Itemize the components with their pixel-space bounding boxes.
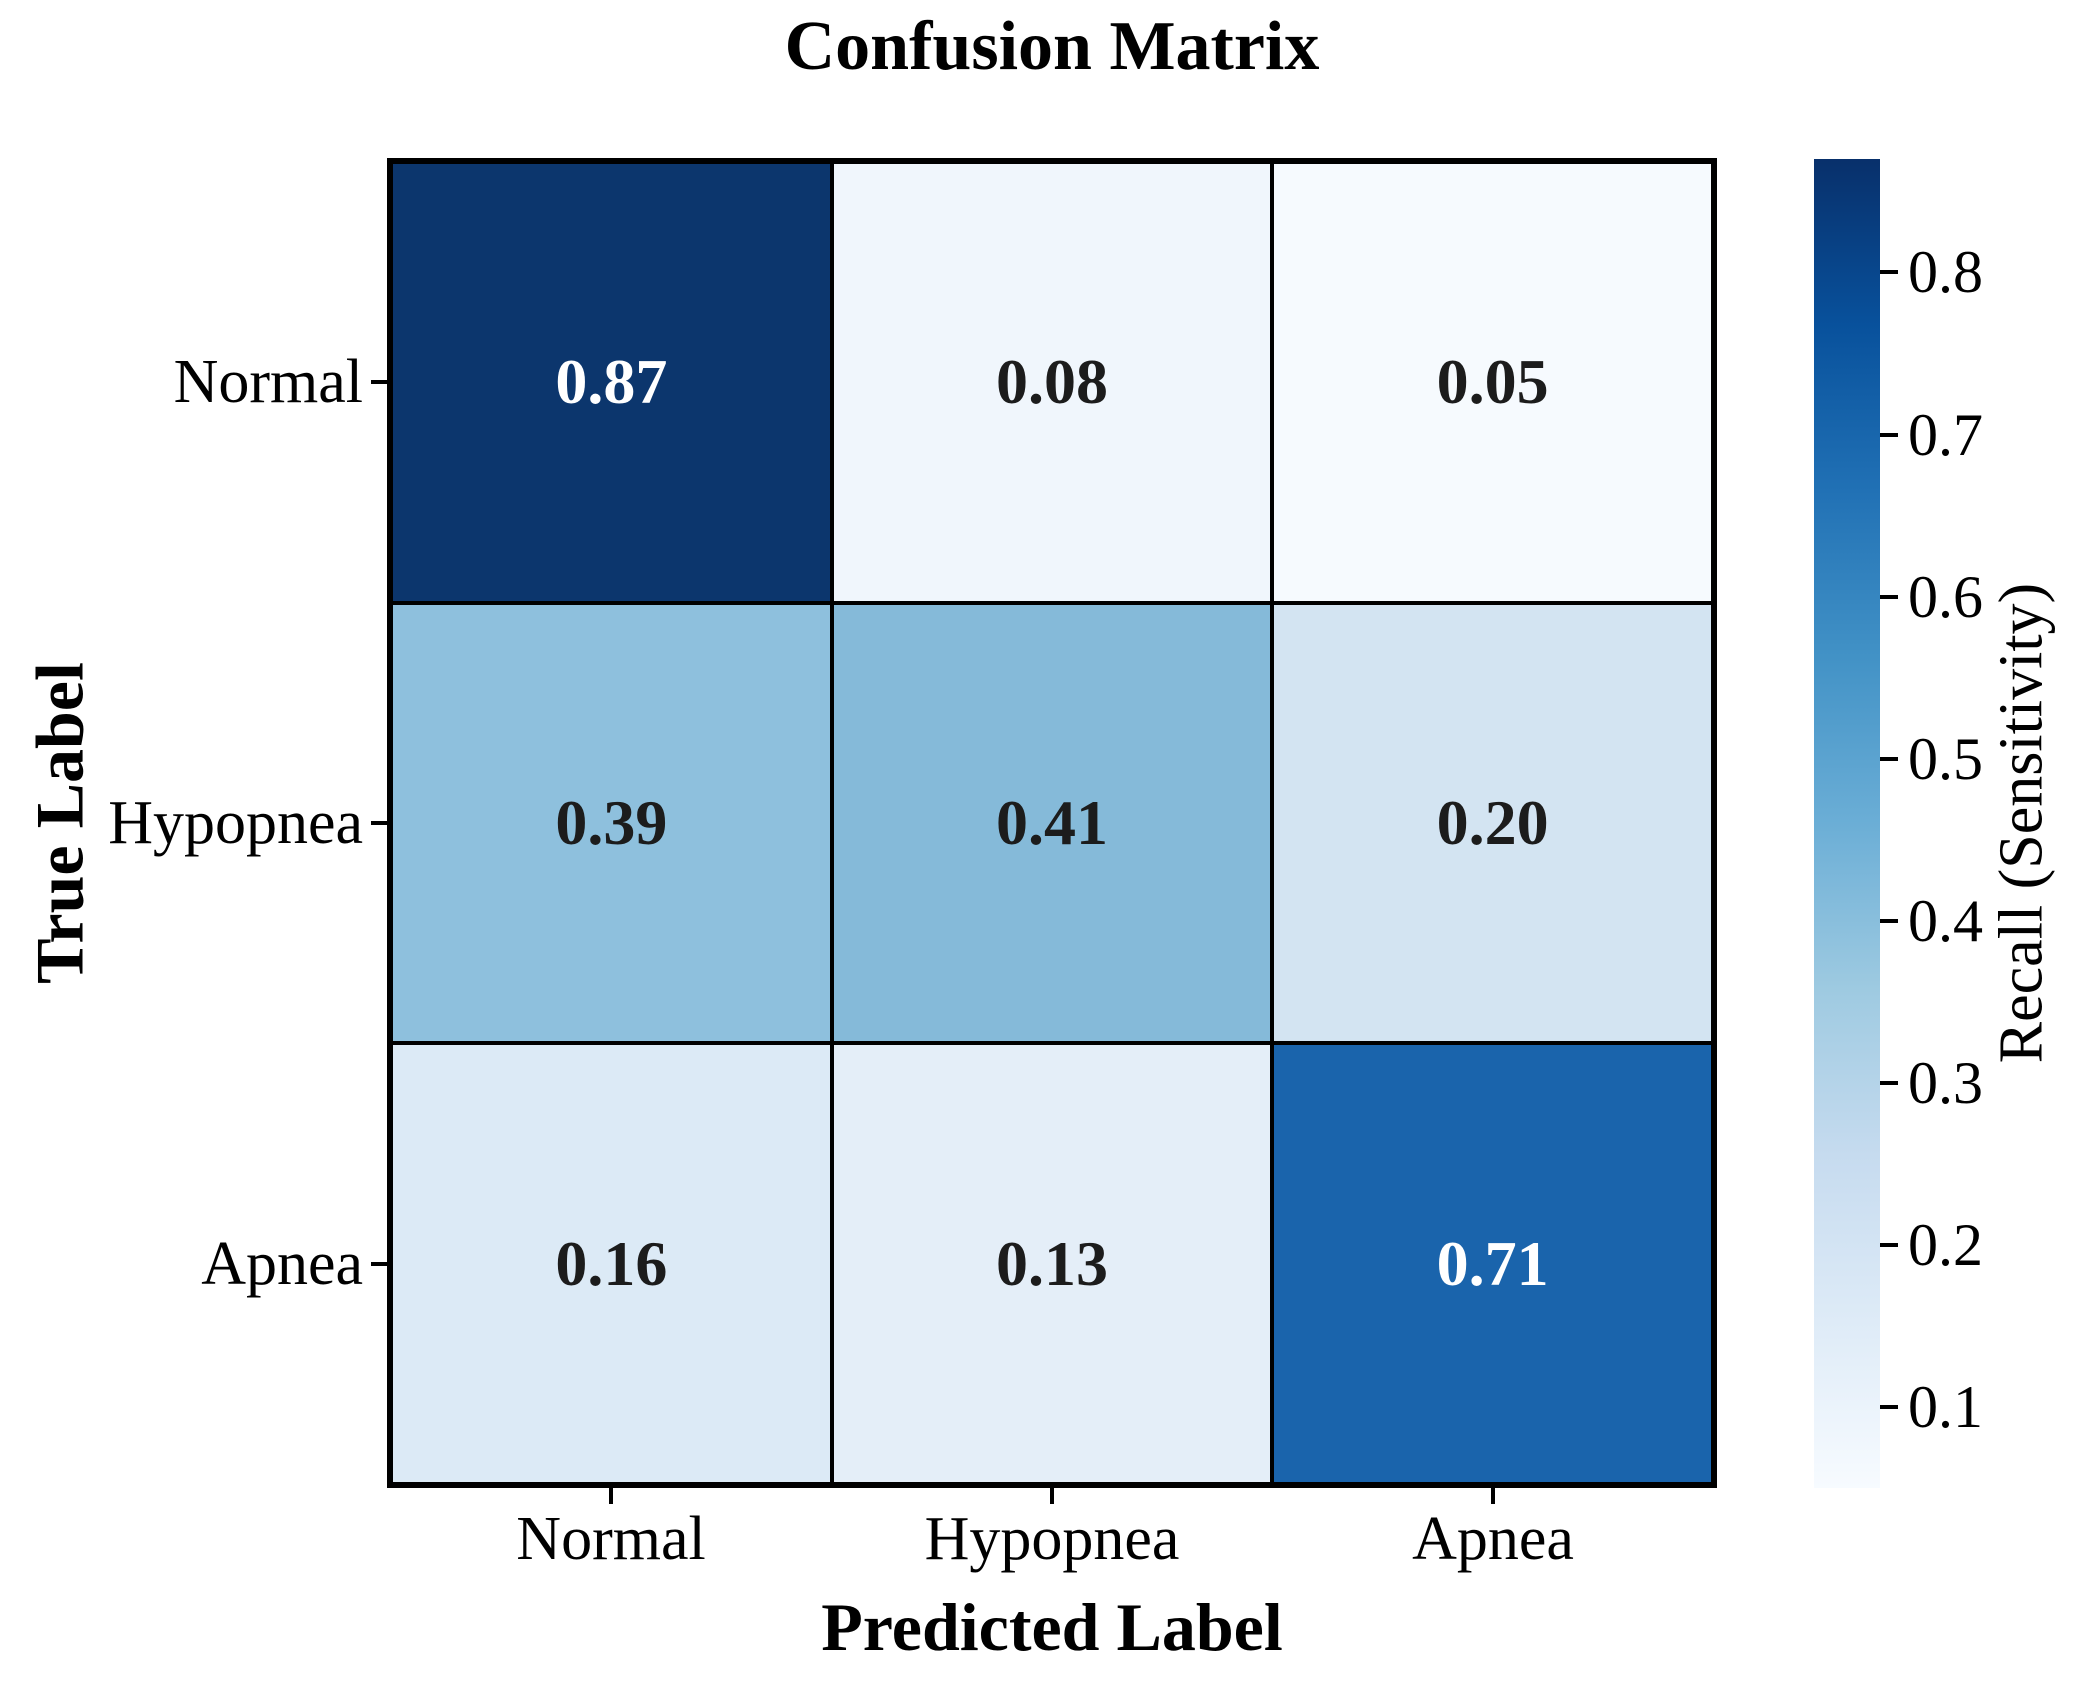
- matrix-cell: 0.41: [833, 604, 1271, 1042]
- y-tick-mark: [371, 821, 387, 825]
- y-tick-label: Hypopnea: [108, 789, 363, 857]
- matrix-cell: 0.13: [833, 1045, 1271, 1482]
- colorbar-tick-label: 0.3: [1908, 1049, 1983, 1116]
- matrix-cell: 0.39: [393, 604, 830, 1042]
- colorbar-tick-mark: [1880, 918, 1898, 923]
- colorbar-tick-mark: [1880, 756, 1898, 761]
- matrix-cell-value: 0.08: [995, 346, 1108, 418]
- colorbar-tick-mark: [1880, 270, 1898, 275]
- colorbar-tick-mark: [1880, 1080, 1898, 1085]
- x-tick-label: Normal: [516, 1505, 706, 1573]
- matrix-cell: 0.71: [1274, 1045, 1711, 1482]
- colorbar-gradient: [1814, 159, 1880, 1488]
- matrix-cell-value: 0.16: [555, 1227, 668, 1299]
- colorbar-tick-mark: [1880, 1242, 1898, 1247]
- colorbar-tick-label: 0.8: [1908, 239, 1983, 306]
- x-axis-title: Predicted Label: [821, 1589, 1283, 1665]
- matrix-cell: 0.20: [1274, 604, 1711, 1042]
- colorbar-tick-mark: [1880, 594, 1898, 599]
- colorbar-tick-label: 0.4: [1908, 887, 1983, 954]
- y-tick-mark: [371, 1262, 387, 1266]
- x-tick-mark: [1050, 1488, 1054, 1504]
- matrix-cell: 0.87: [393, 164, 830, 601]
- y-tick-mark: [371, 380, 387, 384]
- y-axis-title: True Label: [21, 662, 98, 984]
- colorbar-tick-label: 0.6: [1908, 563, 1983, 630]
- colorbar-tick-mark: [1880, 1404, 1898, 1409]
- y-tick-label: Normal: [173, 348, 363, 416]
- heatmap-grid: 0.87 0.08 0.05 0.39 0.41 0.20 0.16 0.13 0.71: [387, 158, 1717, 1488]
- matrix-cell: 0.08: [833, 164, 1271, 601]
- matrix-cell-value: 0.05: [1436, 346, 1549, 418]
- matrix-cell-value: 0.87: [555, 346, 668, 418]
- colorbar-tick-label: 0.2: [1908, 1211, 1983, 1278]
- x-tick-mark: [609, 1488, 613, 1504]
- x-tick-label: Apnea: [1412, 1505, 1574, 1573]
- colorbar-tick-mark: [1880, 432, 1898, 437]
- matrix-cell-value: 0.39: [555, 786, 668, 858]
- colorbar-title: Recall (Sensitivity): [1987, 582, 2056, 1064]
- chart-title: Confusion Matrix: [784, 8, 1320, 85]
- matrix-cell: 0.16: [393, 1045, 830, 1482]
- matrix-cell-value: 0.41: [995, 786, 1108, 858]
- y-tick-label: Apnea: [201, 1230, 363, 1298]
- matrix-cell-value: 0.13: [995, 1227, 1108, 1299]
- colorbar-tick-label: 0.5: [1908, 725, 1983, 792]
- matrix-cell-value: 0.71: [1436, 1227, 1549, 1299]
- colorbar-tick-label: 0.1: [1908, 1373, 1983, 1440]
- x-tick-mark: [1491, 1488, 1495, 1504]
- matrix-cell: 0.05: [1274, 164, 1711, 601]
- x-tick-label: Hypopnea: [924, 1505, 1180, 1573]
- matrix-cell-value: 0.20: [1436, 786, 1549, 858]
- colorbar-tick-label: 0.7: [1908, 401, 1983, 468]
